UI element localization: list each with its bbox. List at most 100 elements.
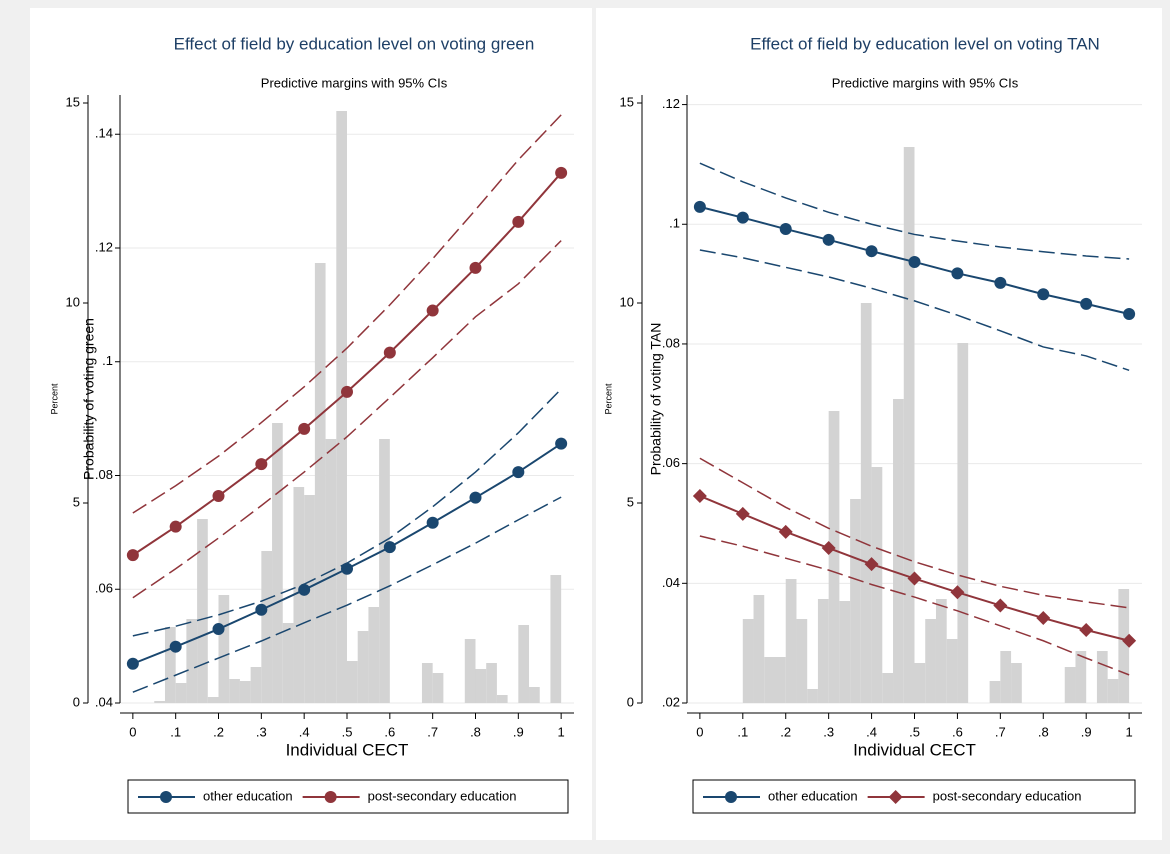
histogram-bar	[1075, 651, 1087, 703]
y-tick-label: .06	[95, 581, 113, 596]
x-axis-label: Individual CECT	[853, 740, 976, 759]
x-tick-label: .7	[427, 724, 438, 739]
x-tick-label: .6	[952, 724, 963, 739]
histogram-bar	[207, 697, 219, 703]
point	[298, 583, 311, 596]
point	[212, 623, 225, 636]
histogram-bar	[197, 519, 208, 703]
histogram-bar	[486, 663, 497, 703]
histogram-bar	[229, 679, 240, 703]
histogram-bar	[347, 661, 358, 703]
y2-tick-label: 15	[620, 94, 634, 109]
histogram-bar	[785, 579, 797, 703]
y-tick-label: .04	[662, 575, 680, 590]
y-axis-label: Probability of voting TAN	[648, 323, 664, 476]
x-tick-label: .2	[780, 724, 791, 739]
x-tick-label: .3	[256, 724, 267, 739]
point	[1037, 288, 1050, 301]
histogram-bar	[368, 607, 380, 703]
y2-axis-label: Percent	[49, 383, 59, 415]
x-tick-label: .9	[1081, 724, 1092, 739]
histogram-bar	[496, 695, 508, 703]
x-tick-label: .9	[513, 724, 524, 739]
point	[864, 557, 879, 572]
y2-tick-label: 10	[620, 294, 634, 309]
histogram-bar	[807, 689, 818, 703]
histogram-bar	[239, 681, 251, 703]
x-tick-label: .8	[470, 724, 481, 739]
histogram-bar	[164, 627, 176, 703]
point	[908, 255, 921, 268]
histogram-bar	[272, 423, 283, 703]
point	[426, 516, 439, 529]
histogram-bar	[1011, 663, 1022, 703]
histogram-bar	[314, 263, 326, 703]
y-tick-label: .06	[662, 455, 680, 470]
histogram-bar	[860, 303, 872, 703]
y2-tick-label: 0	[627, 694, 634, 709]
point	[555, 166, 568, 179]
histogram-bar	[379, 439, 390, 703]
ci-lower	[699, 249, 1130, 371]
y-tick-label: .04	[95, 694, 113, 709]
point	[426, 304, 439, 317]
histogram-bar	[893, 399, 904, 703]
y2-tick-label: 5	[627, 494, 634, 509]
histogram-bar	[764, 657, 775, 703]
ci-upper	[699, 457, 1130, 609]
point	[950, 585, 965, 600]
y-tick-label: .1	[669, 216, 680, 231]
point	[692, 488, 707, 503]
histogram-bar	[796, 619, 808, 703]
point	[735, 506, 750, 521]
point	[1079, 622, 1094, 637]
histogram-bar	[742, 619, 754, 703]
histogram-bar	[1096, 651, 1108, 703]
histogram-bar	[336, 111, 347, 703]
ci-upper	[132, 114, 562, 514]
histogram-bar	[828, 411, 840, 703]
point	[126, 657, 139, 670]
histogram-bar	[1107, 679, 1119, 703]
y-tick-label: .02	[662, 694, 680, 709]
histogram-bar	[850, 499, 861, 703]
x-tick-label: 1	[1126, 724, 1133, 739]
y2-tick-label: 15	[66, 94, 80, 109]
point	[512, 466, 525, 479]
panel	[596, 8, 1162, 840]
point	[212, 489, 225, 502]
point	[255, 603, 268, 616]
histogram-bar	[218, 595, 230, 703]
histogram-bar	[989, 681, 1001, 703]
point	[779, 223, 792, 236]
x-tick-label: .3	[823, 724, 834, 739]
point	[469, 261, 482, 274]
legend-label: post-secondary education	[933, 788, 1082, 803]
histogram-bar	[304, 495, 315, 703]
y2-tick-label: 0	[73, 694, 80, 709]
y2-axis-label: Percent	[603, 383, 613, 415]
histogram-bar	[839, 601, 851, 703]
x-tick-label: 0	[696, 724, 703, 739]
histogram-bar	[1000, 651, 1012, 703]
point	[994, 276, 1007, 289]
x-tick-label: .4	[299, 724, 310, 739]
histogram-bar	[925, 619, 936, 703]
point	[469, 491, 482, 504]
legend-marker	[160, 791, 172, 803]
histogram-bar	[475, 669, 487, 703]
x-tick-label: .1	[170, 724, 181, 739]
legend-label: other education	[768, 788, 858, 803]
point	[951, 267, 964, 280]
histogram-bar	[882, 673, 894, 703]
y-axis-label: Probability of voting green	[81, 318, 97, 480]
point	[255, 458, 268, 471]
histogram-bar	[518, 625, 530, 703]
x-tick-label: .1	[737, 724, 748, 739]
point	[736, 211, 749, 224]
y-tick-label: .08	[662, 335, 680, 350]
histogram-bar	[903, 147, 915, 703]
point	[126, 549, 139, 562]
point	[693, 200, 706, 213]
